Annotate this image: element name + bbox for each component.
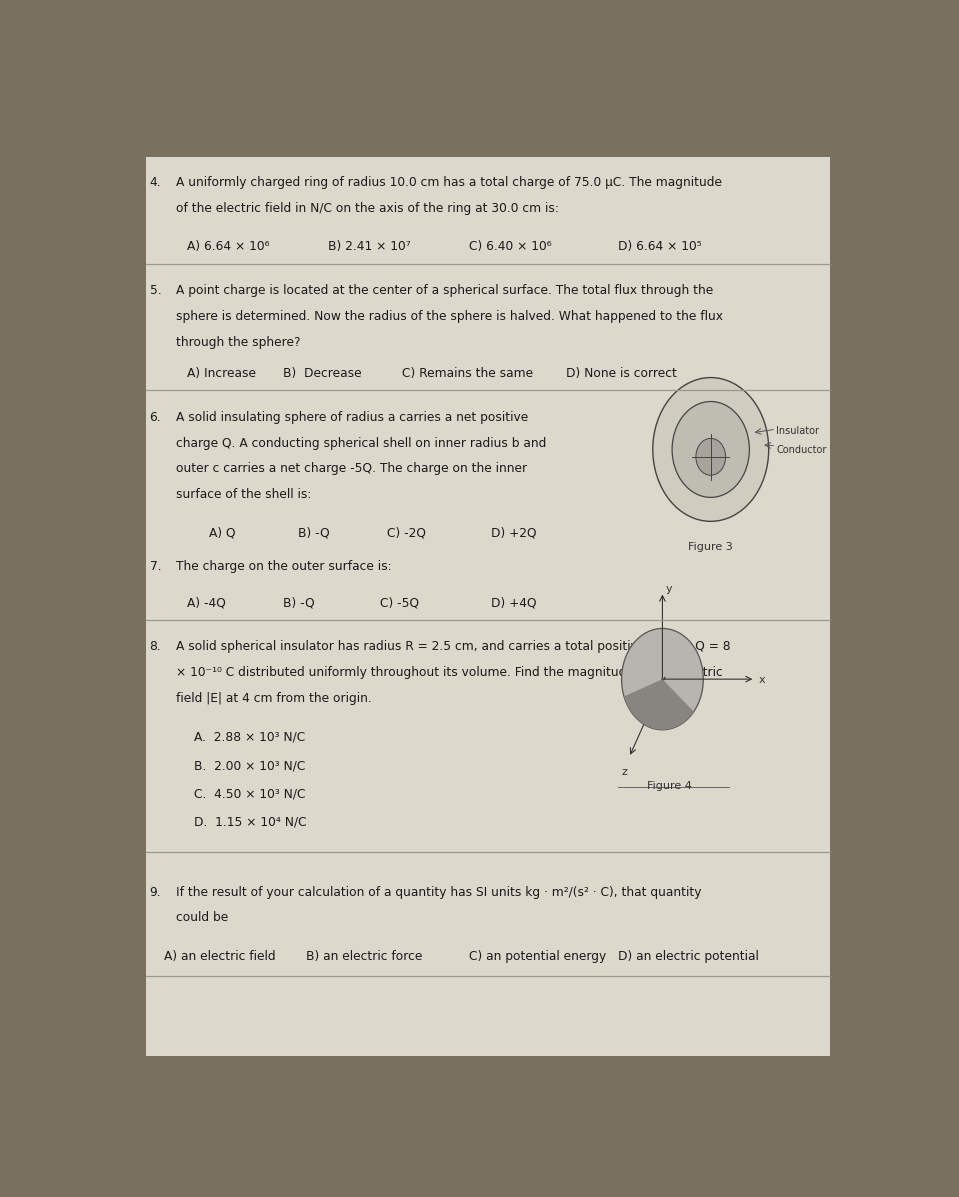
Text: A.  2.88 × 10³ N/C: A. 2.88 × 10³ N/C bbox=[194, 730, 306, 743]
Text: Insulator: Insulator bbox=[776, 426, 819, 437]
Text: B) 2.41 × 10⁷: B) 2.41 × 10⁷ bbox=[328, 241, 410, 254]
Text: through the sphere?: through the sphere? bbox=[175, 336, 300, 348]
Text: y: y bbox=[667, 584, 673, 594]
Text: sphere is determined. Now the radius of the sphere is halved. What happened to t: sphere is determined. Now the radius of … bbox=[175, 310, 723, 323]
Text: C.  4.50 × 10³ N/C: C. 4.50 × 10³ N/C bbox=[194, 788, 306, 801]
Text: D.  1.15 × 10⁴ N/C: D. 1.15 × 10⁴ N/C bbox=[194, 816, 307, 828]
Text: D) +2Q: D) +2Q bbox=[492, 527, 537, 540]
Text: Conductor: Conductor bbox=[776, 445, 827, 455]
Text: A) Q: A) Q bbox=[209, 527, 236, 540]
Text: × 10⁻¹⁰ C distributed uniformly throughout its volume. Find the magnitude of the: × 10⁻¹⁰ C distributed uniformly througho… bbox=[175, 667, 722, 679]
FancyBboxPatch shape bbox=[146, 158, 830, 1056]
Text: x: x bbox=[760, 675, 765, 685]
Text: 4.: 4. bbox=[150, 176, 161, 189]
Text: C) Remains the same: C) Remains the same bbox=[403, 366, 533, 379]
Text: Figure 3: Figure 3 bbox=[689, 541, 733, 552]
Circle shape bbox=[653, 377, 769, 522]
Text: C) 6.40 × 10⁶: C) 6.40 × 10⁶ bbox=[469, 241, 551, 254]
Text: 9.: 9. bbox=[150, 886, 161, 899]
Text: 5.: 5. bbox=[150, 285, 161, 297]
Text: B) -Q: B) -Q bbox=[284, 596, 316, 609]
Text: A solid spherical insulator has radius R = 2.5 cm, and carries a total positive : A solid spherical insulator has radius R… bbox=[175, 640, 730, 654]
Text: B) -Q: B) -Q bbox=[298, 527, 330, 540]
Text: D) an electric potential: D) an electric potential bbox=[618, 950, 759, 964]
Text: C) an potential energy: C) an potential energy bbox=[469, 950, 606, 964]
Text: D) +4Q: D) +4Q bbox=[492, 596, 537, 609]
Text: If the result of your calculation of a quantity has SI units kg · m²/(s² · C), t: If the result of your calculation of a q… bbox=[175, 886, 701, 899]
Text: A solid insulating sphere of radius a carries a net positive: A solid insulating sphere of radius a ca… bbox=[175, 411, 527, 424]
Text: B.  2.00 × 10³ N/C: B. 2.00 × 10³ N/C bbox=[194, 759, 306, 772]
Text: The charge on the outer surface is:: The charge on the outer surface is: bbox=[175, 560, 391, 573]
Text: surface of the shell is:: surface of the shell is: bbox=[175, 488, 311, 502]
Text: A point charge is located at the center of a spherical surface. The total flux t: A point charge is located at the center … bbox=[175, 285, 713, 297]
Text: C) -2Q: C) -2Q bbox=[387, 527, 427, 540]
Text: A) Increase: A) Increase bbox=[187, 366, 256, 379]
Text: A) 6.64 × 10⁶: A) 6.64 × 10⁶ bbox=[187, 241, 269, 254]
Text: D) 6.64 × 10⁵: D) 6.64 × 10⁵ bbox=[618, 241, 702, 254]
Text: 6.: 6. bbox=[150, 411, 161, 424]
Text: A uniformly charged ring of radius 10.0 cm has a total charge of 75.0 μC. The ma: A uniformly charged ring of radius 10.0 … bbox=[175, 176, 721, 189]
Circle shape bbox=[621, 628, 703, 730]
Text: z: z bbox=[621, 767, 627, 777]
Text: A) -4Q: A) -4Q bbox=[187, 596, 225, 609]
Text: field |E| at 4 cm from the origin.: field |E| at 4 cm from the origin. bbox=[175, 692, 371, 705]
Text: A) an electric field: A) an electric field bbox=[165, 950, 276, 964]
Circle shape bbox=[696, 438, 726, 475]
Text: charge Q. A conducting spherical shell on inner radius b and: charge Q. A conducting spherical shell o… bbox=[175, 437, 546, 450]
Wedge shape bbox=[624, 679, 693, 730]
Text: of the electric field in N/C on the axis of the ring at 30.0 cm is:: of the electric field in N/C on the axis… bbox=[175, 202, 558, 214]
Circle shape bbox=[672, 401, 749, 498]
Text: could be: could be bbox=[175, 911, 228, 924]
Text: D) None is correct: D) None is correct bbox=[566, 366, 677, 379]
Text: Figure 4: Figure 4 bbox=[647, 780, 692, 790]
Text: 7.: 7. bbox=[150, 560, 161, 573]
Text: C) -5Q: C) -5Q bbox=[380, 596, 419, 609]
Text: 8.: 8. bbox=[150, 640, 161, 654]
Text: B) an electric force: B) an electric force bbox=[306, 950, 422, 964]
Text: outer c carries a net charge -5Q. The charge on the inner: outer c carries a net charge -5Q. The ch… bbox=[175, 462, 526, 475]
Text: B)  Decrease: B) Decrease bbox=[284, 366, 362, 379]
